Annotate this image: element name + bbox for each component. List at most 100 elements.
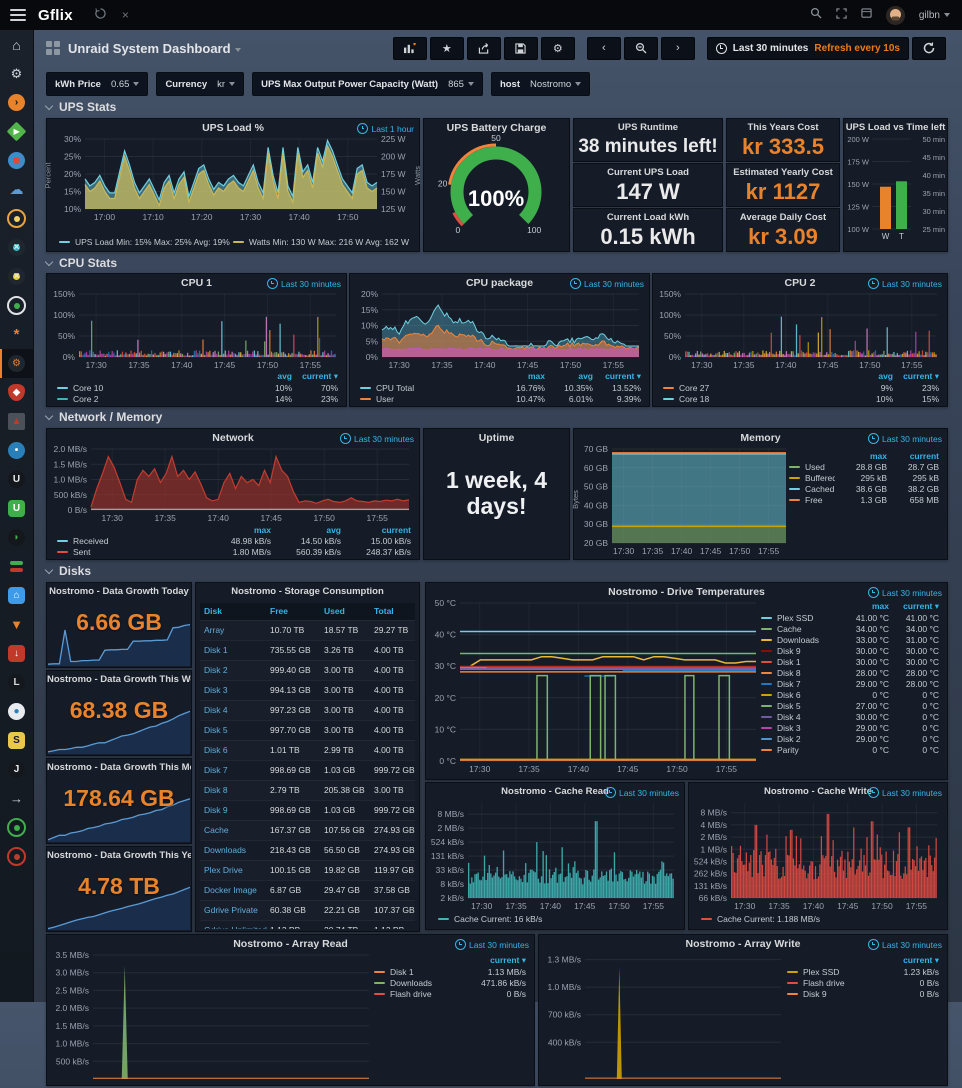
svg-text:70 GB: 70 GB (584, 444, 608, 454)
app-tdarr-icon[interactable]: * (13, 326, 20, 343)
array-write-chart[interactable]: 1.3 MB/s 1.0 MB/s 700 kB/s 400 kB/s (541, 950, 789, 1083)
add-panel-button[interactable] (392, 36, 427, 60)
section-disks[interactable]: Disks (44, 564, 91, 578)
svg-text:17:50: 17:50 (871, 901, 893, 911)
chart-legend[interactable]: avg current ▾ Core 10 10% 70% Core 2 14% 23% (57, 371, 338, 404)
memory-chart[interactable]: 70 GB 60 GB 50 GB 40 GB 30 GB 20 GB 17:30 17:35… (576, 444, 794, 556)
battery-gauge[interactable]: 0 20 50 100 100% (426, 133, 567, 247)
svg-text:17:35: 17:35 (768, 901, 790, 911)
chart-legend[interactable]: current ▾ Disk 1 1.13 MB/s Downloads 471.86 … (374, 955, 526, 999)
app-search-ring-icon[interactable] (0, 204, 33, 233)
variable-host[interactable]: host Nostromo (490, 72, 591, 96)
tab-close-icon[interactable]: × (121, 8, 129, 22)
app-organizr-teal-icon[interactable]: × (0, 233, 33, 262)
time-back-button[interactable]: ‹ (586, 36, 621, 60)
app-ubiquiti-icon[interactable]: U (0, 465, 33, 494)
drive-temps-chart[interactable]: 50 °C 40 °C 30 °C 20 °C 10 °C 0 °C 17:30 17:35 1… (428, 598, 764, 774)
share-button[interactable] (466, 36, 501, 60)
app-drop-icon[interactable]: ● (0, 697, 33, 726)
chart-legend[interactable]: avg current ▾ Core 27 9% 23% Core 18 10% 15% (663, 371, 939, 404)
svg-text:17:45: 17:45 (817, 360, 839, 370)
brand-title[interactable]: Gflix (38, 6, 73, 24)
svg-text:150%: 150% (53, 289, 75, 299)
network-chart[interactable]: 2.0 MB/s 1.5 MB/s 1.0 MB/s 500 kB/s 0 B/s 17:… (49, 444, 417, 523)
app-jackett-icon[interactable]: J (0, 755, 33, 784)
menu-icon[interactable] (10, 9, 26, 21)
fullscreen-icon[interactable] (836, 6, 847, 24)
dashboard-grid-icon[interactable] (46, 41, 60, 55)
svg-text:17:40: 17:40 (540, 901, 562, 911)
app-organizr-yellow-icon[interactable]: × (0, 262, 33, 291)
section-ups-stats[interactable]: UPS Stats (44, 100, 116, 114)
cpu1-chart[interactable]: 150% 100% 50% 0% 17:30 17:35 17:40 17:45 17:50 17… (49, 289, 344, 370)
svg-text:17:30: 17:30 (469, 764, 491, 774)
app-homeassistant-icon[interactable]: ⌂ (0, 581, 33, 610)
avatar[interactable] (885, 5, 905, 25)
chart-legend[interactable]: current ▾ Plex SSD 1.23 kB/s Flash drive 0 B… (787, 955, 939, 999)
refresh-button[interactable] (912, 36, 946, 60)
time-forward-button[interactable]: › (660, 36, 695, 60)
table-header[interactable]: Disk Free Used Total (200, 603, 415, 620)
variable-currency[interactable]: Currency kr (156, 72, 245, 96)
app-gitlab-icon[interactable]: ▼ (10, 617, 23, 632)
app-github-icon[interactable] (0, 813, 33, 842)
save-button[interactable] (503, 36, 538, 60)
dashboard-title[interactable]: Unraid System Dashboard (68, 41, 241, 56)
svg-text:20 GB: 20 GB (584, 538, 608, 548)
variable-kwh-price[interactable]: kWh Price 0.65 (46, 72, 149, 96)
svg-text:131 kB/s: 131 kB/s (431, 851, 464, 861)
svg-text:100%: 100% (659, 310, 681, 320)
chart-legend[interactable]: max current ▾ Plex SSD 41.00 °C 41.00 °C Cach… (761, 601, 939, 755)
chart-legend[interactable]: max avg current Received 48.98 kB/s 14.50 kB/… (57, 525, 411, 557)
app-cloud-icon[interactable]: ☁ (9, 181, 24, 197)
user-menu[interactable]: gilbn (919, 10, 950, 21)
app-blue-disc-icon[interactable] (0, 146, 33, 175)
cpu-package-chart[interactable]: 20% 15% 10% 5% 0% 17:30 17:35 17:40 17:45 17:50 17… (352, 289, 647, 370)
load-time-bar-chart[interactable]: 200 W 175 W 150 W 125 W 100 W 50 min 45 min 40 … (844, 133, 947, 249)
tab-refresh-icon[interactable] (95, 8, 106, 22)
app-deluge-icon[interactable]: • (0, 436, 33, 465)
app-emby-icon[interactable]: ▶ (0, 117, 33, 146)
panel-cpu1: CPU 1 Last 30 minutes 150% 100% 50% 0% 17:30… (46, 273, 347, 407)
app-bars-icon[interactable] (0, 552, 33, 581)
cache-write-chart[interactable]: 8 MB/s 4 MB/s 2 MB/s 1 MB/s 524 kB/s 262 kB/s… (691, 798, 945, 911)
time-picker[interactable]: Last 30 minutes Refresh every 10s (706, 36, 909, 60)
app-lazylibrarian-icon[interactable]: L (0, 668, 33, 697)
chart-legend[interactable]: Cache Current: 16 kB/s (438, 914, 542, 924)
home-icon[interactable]: ⌂ (12, 36, 21, 53)
section-network-memory[interactable]: Network / Memory (44, 410, 162, 424)
cache-read-chart[interactable]: 8 MB/s 2 MB/s 524 kB/s 131 kB/s 33 kB/s 8 kB/… (428, 798, 682, 911)
logout-icon[interactable]: → (10, 791, 23, 806)
chart-legend[interactable]: max avg current ▾ CPU Total 16.76% 10.35% 13.5… (360, 371, 641, 404)
app-tautulli-icon[interactable] (0, 291, 33, 320)
app-downloader-icon[interactable]: ↓ (0, 639, 33, 668)
app-pihole-icon[interactable]: ◆ (0, 378, 33, 407)
chart-legend[interactable]: UPS Load Min: 15% Max: 25% Avg: 19% Watts… (59, 237, 409, 247)
star-button[interactable]: ★ (429, 36, 464, 60)
array-read-chart[interactable]: 3.5 MB/s 3.0 MB/s 2.5 MB/s 2.0 MB/s 1.5 MB/s… (49, 950, 377, 1083)
svg-text:17:50: 17:50 (729, 546, 751, 556)
variable-ups-max-output-power-capacity-watt-[interactable]: UPS Max Output Power Capacity (Watt) 865 (252, 72, 483, 96)
app-unraid-icon[interactable]: U (0, 494, 33, 523)
cpu2-chart[interactable]: 150% 100% 50% 0% 17:30 17:35 17:40 17:45 17:50 17… (655, 289, 945, 370)
search-icon[interactable] (810, 6, 822, 24)
settings-gear-icon[interactable]: ⚙ (10, 65, 23, 81)
section-cpu-stats[interactable]: CPU Stats (44, 256, 117, 270)
ups-load-chart[interactable]: 30% 225 W 25% 200 W 20% 175 W 15% 150 W 10% 125 W… (49, 134, 415, 222)
svg-text:17:00: 17:00 (94, 212, 116, 222)
settings-button[interactable]: ⚙ (540, 36, 575, 60)
clock-icon (715, 42, 727, 54)
app-gray-red-icon[interactable]: ▲ (0, 407, 33, 436)
app-kodi-icon[interactable]: ◗ (0, 523, 33, 552)
zoom-out-button[interactable] (623, 36, 658, 60)
apps-grid-icon[interactable] (861, 6, 872, 24)
app-orange-arrow-icon[interactable]: › (0, 88, 33, 117)
svg-text:524 kB/s: 524 kB/s (431, 837, 464, 847)
chart-legend[interactable]: max current Used 28.8 GB 28.7 GB Buffered 295 … (789, 451, 939, 505)
app-grafana-icon[interactable]: ⚙ (0, 349, 33, 378)
svg-text:17:55: 17:55 (901, 360, 923, 370)
app-sabnzbd-icon[interactable]: S (0, 726, 33, 755)
app-help-icon[interactable] (0, 842, 33, 871)
svg-text:35 min: 35 min (922, 189, 945, 198)
chart-legend[interactable]: Cache Current: 1.188 MB/s (701, 914, 820, 924)
